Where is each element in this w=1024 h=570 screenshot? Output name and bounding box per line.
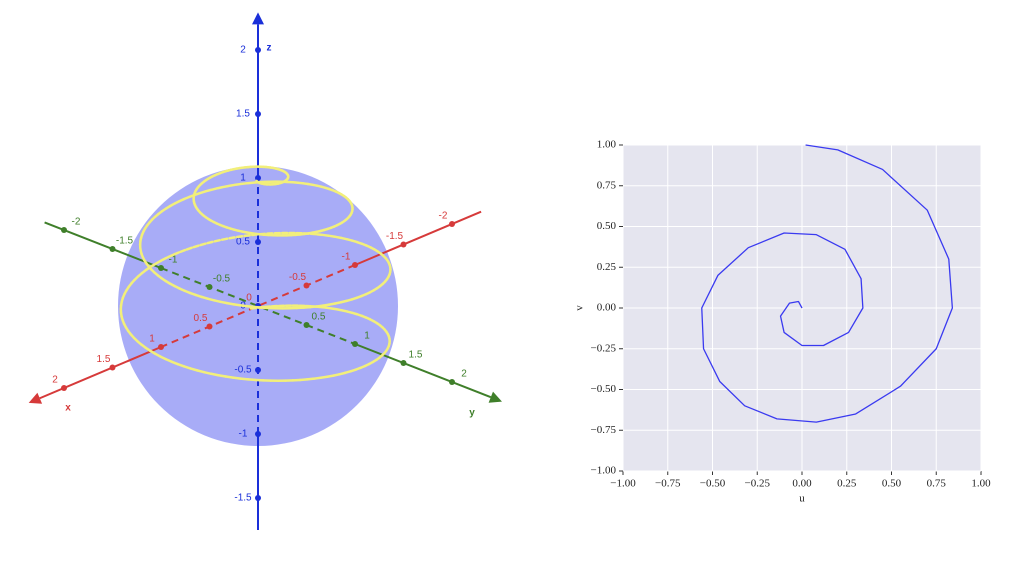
y-tick-label: −0.25 [591, 342, 617, 354]
tick-dot [158, 265, 164, 271]
y-tick-label: 0.50 [597, 220, 617, 232]
spiral-curve [225, 236, 236, 240]
x-tick-label: 0.00 [792, 478, 812, 490]
spiral-curve [218, 237, 229, 242]
tick-dot [449, 221, 455, 227]
axis-line [160, 267, 356, 345]
y-tick-label: 1.00 [597, 139, 617, 151]
axis-line [354, 343, 492, 399]
x-tick-label: 0.75 [927, 478, 947, 490]
tick-label: -1.5 [116, 236, 134, 247]
tick-label: -0.5 [289, 272, 307, 283]
tick-label: -1 [169, 255, 178, 266]
tick-dot [206, 284, 213, 290]
x-tick-label: −0.50 [700, 478, 726, 490]
y-tick-label: 0.75 [597, 179, 617, 191]
spiral-curve [239, 377, 250, 381]
tick-dot [352, 262, 358, 268]
axis-label: x [65, 403, 71, 414]
y-tick-label: −0.50 [591, 383, 617, 395]
tick-label: 0.5 [236, 237, 250, 248]
tick-dot [255, 431, 261, 437]
spiral-curve [233, 234, 244, 239]
axis-arrow [252, 12, 264, 25]
tick-dot [61, 227, 67, 233]
axis-label: y [469, 408, 475, 419]
y-tick-label: −0.75 [591, 424, 617, 436]
y-tick-label: −1.00 [591, 465, 617, 477]
tick-label: 1.5 [409, 350, 423, 361]
tick-dot [303, 282, 310, 289]
spiral-curve [224, 375, 235, 379]
tick-label: 1.5 [236, 109, 250, 120]
tick-label: -0.5 [213, 274, 231, 285]
tick-dot [255, 47, 261, 53]
tick-label: -1 [239, 429, 248, 440]
x-tick-label: 0.25 [837, 478, 857, 490]
axis-arrow [488, 391, 502, 403]
tick-dot [400, 241, 407, 248]
spiral-chart: −1.00 −0.75 −0.50 −0.25 0.00 0.25 0.50 0.75 1.00… [574, 139, 992, 505]
tick-dot [255, 367, 261, 373]
x-tick-label: −0.25 [745, 478, 771, 490]
spiral-line [701, 144, 954, 423]
tick-dot [255, 495, 261, 501]
tick-label: -2 [439, 211, 448, 222]
tick-dot [206, 323, 213, 330]
tick-label: 2 [52, 375, 58, 386]
sphere-chart: -2 -1.5 -1 -0.5 0 0.5 1 1.5 2 x -2 -1.5 -1 -0.5 0.5 1 1.… [28, 12, 502, 530]
y-tick-label: 0.25 [597, 261, 617, 273]
tick-label: 1 [364, 331, 370, 342]
tick-label: 0 [246, 293, 252, 304]
spiral-curve [240, 233, 251, 238]
tick-dot [255, 111, 261, 117]
spiral-curve [255, 232, 267, 236]
axis-line [39, 346, 162, 400]
x-tick-label: 1.00 [971, 478, 991, 490]
tick-dot [158, 344, 164, 350]
tick-dot [303, 322, 310, 328]
tick-label: 2 [240, 45, 246, 56]
x-tick-label: −1.00 [610, 478, 636, 490]
tick-label: 1 [240, 173, 246, 184]
x-axis-label: u [799, 493, 805, 505]
x-tick-label: −0.75 [655, 478, 681, 490]
axis-label: z [267, 43, 272, 54]
axis-line [354, 210, 482, 266]
tick-dot [400, 360, 407, 366]
tick-label: 2 [461, 369, 467, 380]
axis-arrow [28, 392, 43, 404]
tick-label: 0.5 [312, 312, 326, 323]
tick-label: -1.5 [386, 231, 404, 242]
tick-label: -1.5 [234, 493, 252, 504]
y-axis-label: v [574, 305, 586, 311]
tick-label: 1.5 [97, 354, 111, 365]
x-tick-label: 0.50 [882, 478, 902, 490]
tick-dot [255, 239, 261, 245]
tick-label: 0.5 [194, 313, 208, 324]
tick-dot [109, 364, 116, 371]
tick-label: -2 [72, 217, 81, 228]
tick-dot [109, 246, 116, 252]
tick-dot [352, 341, 358, 347]
tick-label: -0.5 [234, 365, 252, 376]
y-tick-label: 0.00 [597, 302, 617, 314]
spiral-curve [246, 378, 257, 382]
tick-dot [255, 175, 261, 181]
tick-label: 1 [149, 334, 155, 345]
tick-dot [449, 379, 455, 385]
tick-label: -1 [342, 252, 351, 263]
spiral-curve [247, 306, 258, 310]
tick-dot [61, 385, 67, 391]
spiral-curve [231, 376, 242, 380]
spiral-curve [248, 233, 259, 237]
